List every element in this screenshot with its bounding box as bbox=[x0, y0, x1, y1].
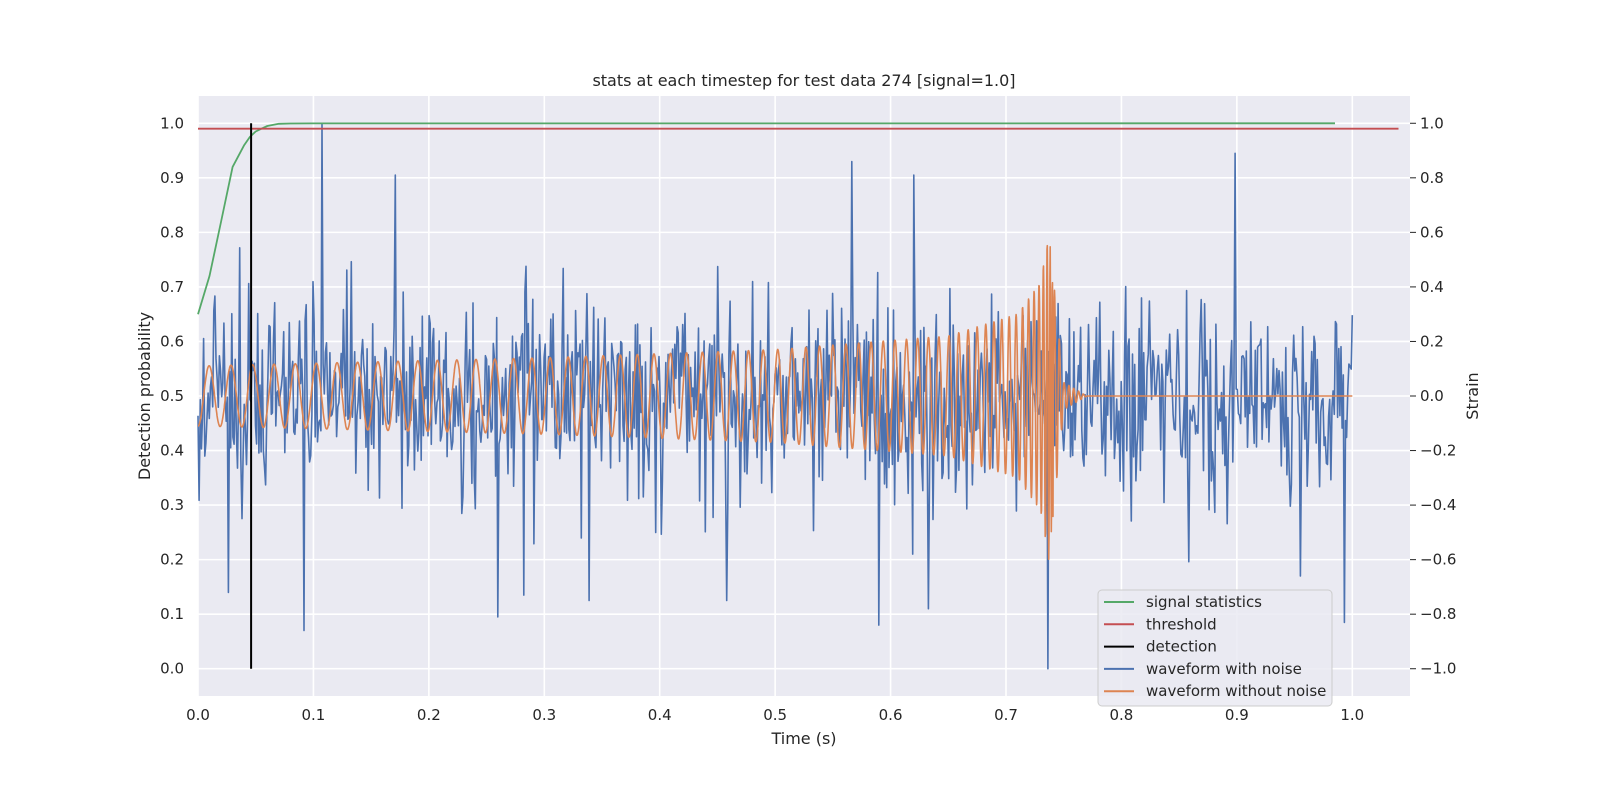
tick-labels: 0.0 0.1 0.2 0.3 0.4 0.5 0.6 0.7 0.8 0.9 1.0 0.0 0.1 0… bbox=[160, 114, 1456, 724]
right-y-tick-label: 1.0 bbox=[1420, 114, 1444, 132]
chart-title: stats at each timestep for test data 274… bbox=[592, 71, 1015, 90]
left-y-tick-label: 0.4 bbox=[160, 442, 184, 460]
right-y-tick-label: 0.4 bbox=[1420, 278, 1444, 296]
left-y-tick-label: 0.8 bbox=[160, 223, 184, 241]
right-y-axis-label: Strain bbox=[1463, 372, 1482, 419]
x-tick-label: 0.4 bbox=[648, 706, 672, 724]
x-tick-label: 0.3 bbox=[532, 706, 556, 724]
x-tick-label: 0.2 bbox=[417, 706, 441, 724]
right-y-tick-label: 0.2 bbox=[1420, 332, 1444, 350]
legend-label-waveform-without-noise: waveform without noise bbox=[1146, 682, 1326, 700]
right-y-tick-label: −0.6 bbox=[1420, 551, 1456, 569]
x-tick-label: 0.9 bbox=[1225, 706, 1249, 724]
left-y-axis-label: Detection probability bbox=[135, 312, 154, 480]
legend-label-waveform-with-noise: waveform with noise bbox=[1146, 660, 1302, 678]
right-y-tick-label: 0.8 bbox=[1420, 169, 1444, 187]
right-y-tick-label: −1.0 bbox=[1420, 660, 1456, 678]
series-layer bbox=[197, 122, 1399, 670]
x-axis-label: Time (s) bbox=[770, 729, 836, 748]
legend-label-signal-statistics: signal statistics bbox=[1146, 593, 1262, 611]
waveform-without-noise-line bbox=[197, 244, 1353, 561]
left-y-tick-label: 0.5 bbox=[160, 387, 184, 405]
x-tick-label: 0.8 bbox=[1109, 706, 1133, 724]
left-y-tick-label: 0.9 bbox=[160, 169, 184, 187]
left-y-tick-label: 0.1 bbox=[160, 605, 184, 623]
left-y-tick-label: 0.2 bbox=[160, 551, 184, 569]
x-tick-label: 0.7 bbox=[994, 706, 1018, 724]
legend: signal statistics threshold detection wavef… bbox=[1097, 589, 1333, 707]
right-y-tick-label: −0.2 bbox=[1420, 442, 1456, 460]
left-y-tick-label: 1.0 bbox=[160, 114, 184, 132]
left-y-tick-label: 0.3 bbox=[160, 496, 184, 514]
right-y-tick-label: −0.8 bbox=[1420, 605, 1456, 623]
left-y-tick-label: 0.0 bbox=[160, 660, 184, 678]
x-tick-label: 0.0 bbox=[186, 706, 210, 724]
x-tick-label: 1.0 bbox=[1340, 706, 1364, 724]
legend-label-detection: detection bbox=[1146, 638, 1217, 656]
left-y-tick-label: 0.7 bbox=[160, 278, 184, 296]
right-y-tick-label: −0.4 bbox=[1420, 496, 1456, 514]
right-y-tick-label: 0.0 bbox=[1420, 387, 1444, 405]
left-y-tick-label: 0.6 bbox=[160, 332, 184, 350]
legend-label-threshold: threshold bbox=[1146, 615, 1217, 633]
x-tick-label: 0.5 bbox=[763, 706, 787, 724]
signal-statistics-line bbox=[197, 122, 1335, 315]
x-tick-label: 0.1 bbox=[301, 706, 325, 724]
x-tick-label: 0.6 bbox=[879, 706, 903, 724]
right-y-tick-label: 0.6 bbox=[1420, 223, 1444, 241]
legend-box bbox=[1097, 589, 1333, 707]
